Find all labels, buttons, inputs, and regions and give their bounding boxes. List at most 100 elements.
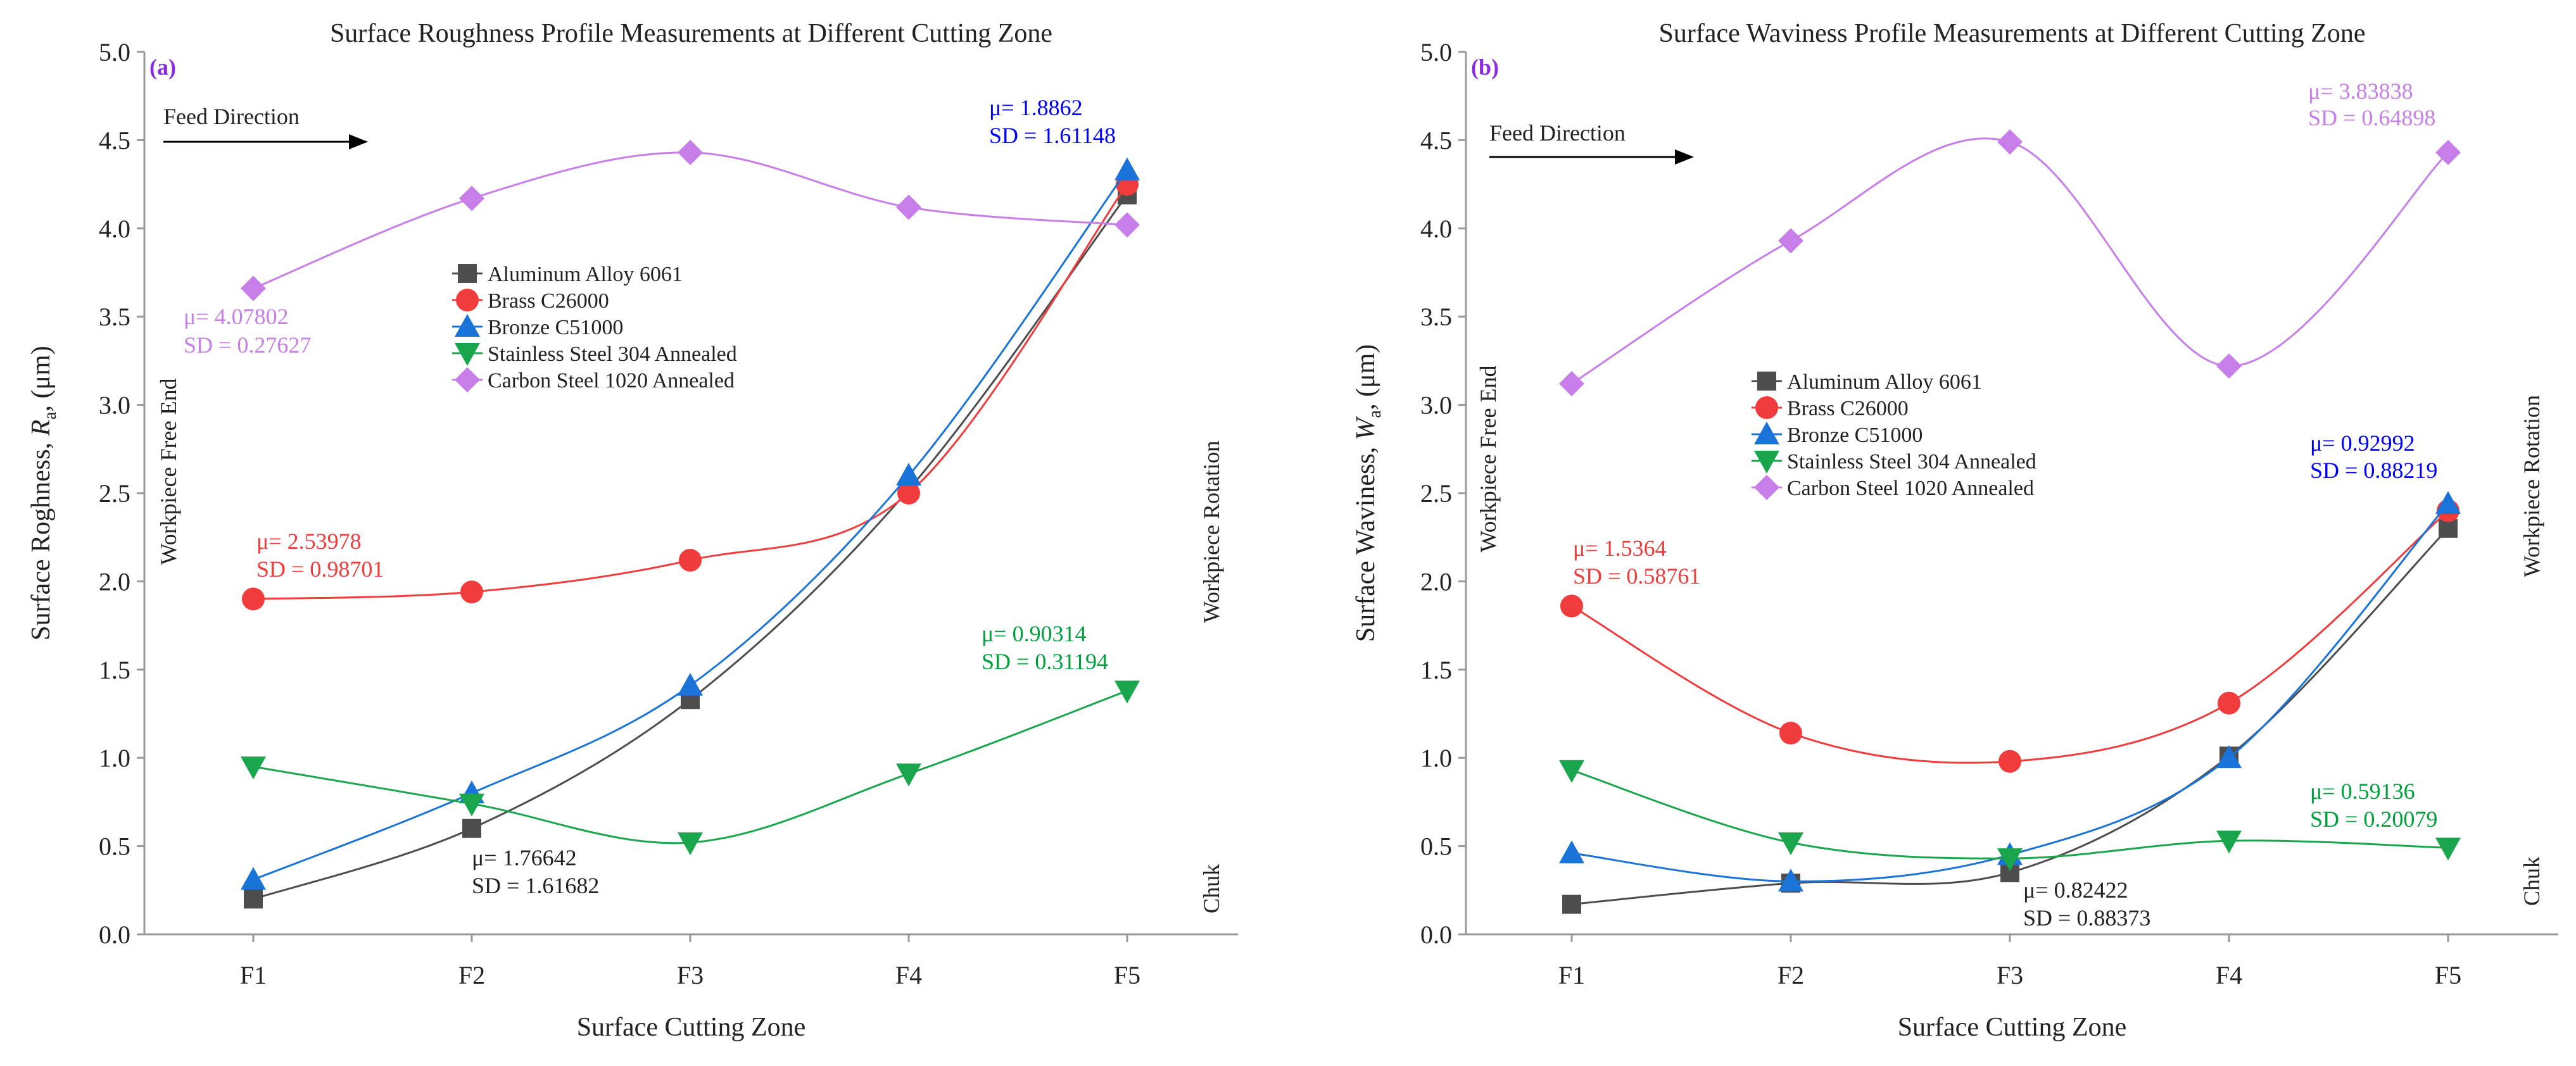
stat-mean: μ= 0.92992 — [2310, 430, 2415, 456]
y-axis-label-suffix: , (μm) — [27, 346, 56, 411]
x-axis-label: Surface Cutting Zone — [577, 1013, 806, 1042]
legend-label: Brass C26000 — [1787, 397, 1909, 420]
data-point — [241, 867, 266, 890]
data-point — [460, 580, 483, 604]
data-point — [1778, 228, 1803, 254]
legend-marker — [455, 314, 480, 337]
data-point — [1114, 680, 1140, 704]
stat-mean: μ= 0.59136 — [2310, 779, 2415, 804]
feed-direction-label: Feed Direction — [163, 104, 300, 129]
x-axis-label: Surface Cutting Zone — [1898, 1013, 2127, 1042]
stat-sd: SD = 0.31194 — [982, 649, 1108, 674]
legend-marker — [1754, 475, 1779, 500]
legend-label: Stainless Steel 304 Annealed — [488, 342, 737, 366]
legend-marker — [456, 289, 479, 311]
data-point — [1778, 832, 1803, 856]
y-axis-label: Surface Waviness, Wa, (μm) — [1351, 344, 1385, 643]
stat-sd: SD = 0.20079 — [2310, 806, 2437, 832]
data-point — [1997, 848, 2023, 872]
data-point — [896, 463, 921, 486]
panel-label: (a) — [149, 54, 176, 80]
stat-mean: μ= 1.8862 — [989, 95, 1083, 120]
data-point — [679, 548, 702, 572]
y-axis-label-sub: a — [41, 411, 60, 420]
data-point — [2216, 831, 2242, 854]
data-point — [1114, 212, 1140, 238]
legend-marker — [455, 343, 480, 366]
y-tick-label: 0.5 — [1420, 832, 1452, 861]
y-tick-label: 1.5 — [99, 656, 130, 684]
data-point — [1997, 129, 2023, 155]
data-point — [244, 889, 263, 909]
chart-title: Surface Roughness Profile Measurements a… — [330, 19, 1052, 48]
series-line — [253, 151, 1128, 289]
data-point — [242, 587, 265, 611]
data-point — [462, 818, 481, 838]
data-point — [2435, 491, 2461, 514]
y-axis-label-suffix: , (μm) — [1351, 344, 1380, 410]
panel-b: 0.0 0.5 1.0 1.5 2.0 2.5 3.0 3.5 4.0 4.5 5.0 F1 F2 F3 F… — [1351, 19, 2558, 1042]
workpiece-rotation-label: Workpiece Rotation — [1199, 441, 1224, 623]
x-tick-label: F5 — [1114, 961, 1140, 989]
series-line — [1571, 503, 2449, 882]
x-tick-label: F3 — [677, 961, 704, 989]
series-line — [253, 169, 1128, 881]
series-line — [253, 194, 1128, 900]
data-point — [1114, 157, 1140, 180]
x-tick-label: F1 — [240, 961, 267, 989]
y-tick-label: 3.5 — [99, 303, 130, 331]
series-line — [1571, 527, 2449, 906]
data-point — [1560, 594, 1583, 618]
data-point — [678, 832, 703, 856]
legend-label: Carbon Steel 1020 Annealed — [488, 369, 735, 392]
x-tick-label: F1 — [1558, 961, 1585, 989]
series-line — [253, 184, 1128, 600]
y-tick-label: 4.0 — [1420, 215, 1452, 243]
y-tick-label: 4.5 — [99, 126, 130, 154]
legend-label: Brass C26000 — [488, 289, 609, 313]
data-point — [459, 185, 484, 211]
legend-label: Stainless Steel 304 Annealed — [1787, 450, 2036, 473]
workpiece-free-end-label: Workpiece Free End — [1475, 366, 1501, 553]
data-point — [678, 139, 703, 165]
x-tick-label: F2 — [458, 961, 485, 989]
y-tick-label: 0.0 — [99, 920, 130, 949]
y-axis-label: Surface Roghness, Ra, (μm) — [27, 346, 60, 640]
y-tick-label: 2.5 — [99, 479, 130, 508]
y-tick-label: 5.0 — [1420, 38, 1452, 66]
data-point — [896, 194, 921, 220]
stat-sd: SD = 0.27627 — [184, 332, 311, 358]
y-tick-label: 4.5 — [1420, 126, 1452, 154]
x-tick-label: F5 — [2435, 961, 2461, 989]
legend-marker — [1755, 396, 1778, 419]
stat-sd: SD = 0.98701 — [256, 556, 384, 582]
chuk-label: Chuk — [2519, 856, 2544, 906]
stat-sd: SD = 0.88219 — [2310, 458, 2437, 483]
series-line — [1571, 137, 2449, 385]
workpiece-rotation-label: Workpiece Rotation — [2519, 395, 2544, 577]
legend-marker — [455, 367, 480, 392]
data-point — [1562, 894, 1581, 914]
data-point — [241, 756, 266, 780]
data-point — [897, 482, 920, 505]
y-tick-label: 5.0 — [99, 38, 130, 66]
legend-label: Bronze C51000 — [488, 316, 623, 339]
data-point — [1998, 749, 2021, 773]
y-axis-label-symbol: W — [1351, 415, 1380, 440]
legend-label: Aluminum Alloy 6061 — [488, 263, 683, 286]
y-tick-label: 2.0 — [1420, 567, 1452, 596]
data-point — [2216, 745, 2242, 768]
stat-sd: SD = 0.58761 — [1573, 563, 1700, 589]
data-point — [459, 793, 484, 817]
y-axis-label-prefix: Surface Roghness, — [27, 436, 56, 641]
stat-mean: μ= 0.82422 — [2023, 877, 2128, 903]
y-axis-label-prefix: Surface Waviness, — [1351, 440, 1380, 642]
y-tick-label: 0.0 — [1420, 920, 1452, 949]
y-tick-label: 0.5 — [99, 832, 130, 861]
legend-marker — [1757, 372, 1776, 391]
stat-mean: μ= 0.90314 — [982, 621, 1087, 646]
stat-mean: μ= 3.83838 — [2308, 78, 2413, 104]
data-point — [896, 763, 921, 787]
